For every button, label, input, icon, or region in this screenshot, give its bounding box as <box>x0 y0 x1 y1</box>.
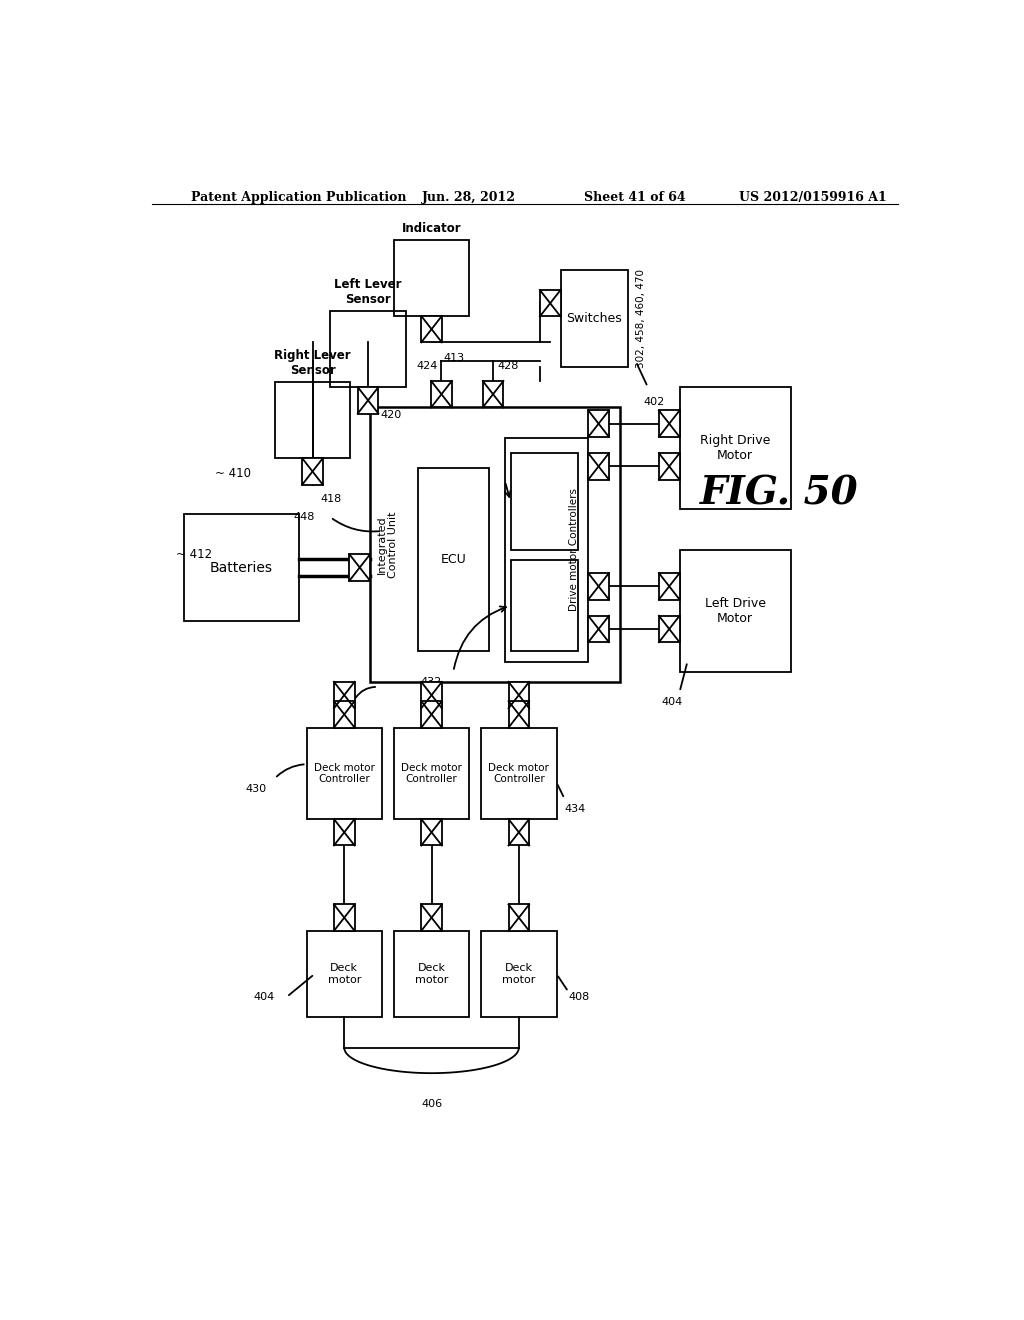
Text: Drive motor Controllers: Drive motor Controllers <box>569 488 579 611</box>
Text: ~ 410: ~ 410 <box>215 467 251 480</box>
Bar <box>306 727 382 818</box>
Bar <box>334 701 354 727</box>
Text: 406: 406 <box>421 1098 442 1109</box>
Text: 418: 418 <box>321 494 342 504</box>
Text: 420: 420 <box>380 411 401 421</box>
Bar <box>349 554 370 581</box>
Text: 428: 428 <box>497 360 518 371</box>
Bar <box>394 240 469 315</box>
Text: Deck
motor: Deck motor <box>328 964 360 985</box>
Text: 302, 458, 460, 470: 302, 458, 460, 470 <box>636 269 646 368</box>
Bar <box>658 573 680 599</box>
Bar <box>306 931 382 1018</box>
Bar <box>511 453 578 549</box>
Bar <box>509 701 529 727</box>
Bar <box>680 387 791 510</box>
Text: 430: 430 <box>246 784 267 793</box>
Bar <box>588 411 609 437</box>
Bar <box>357 387 379 413</box>
Text: US 2012/0159916 A1: US 2012/0159916 A1 <box>739 190 887 203</box>
Text: Sheet 41 of 64: Sheet 41 of 64 <box>585 190 686 203</box>
Bar <box>588 573 609 599</box>
Bar <box>680 549 791 672</box>
Text: Deck motor
Controller: Deck motor Controller <box>313 763 375 784</box>
Bar <box>509 818 529 846</box>
Bar <box>418 469 489 651</box>
Bar <box>588 453 609 479</box>
Text: 402: 402 <box>644 397 666 408</box>
Bar <box>334 818 354 846</box>
Bar <box>421 682 442 709</box>
Bar <box>274 381 350 458</box>
Text: 426: 426 <box>333 702 354 713</box>
Text: Deck
motor: Deck motor <box>415 964 449 985</box>
Bar <box>370 408 621 682</box>
Bar <box>509 904 529 931</box>
Text: 424: 424 <box>416 360 437 371</box>
Bar <box>658 411 680 437</box>
Text: Batteries: Batteries <box>210 561 272 574</box>
Bar <box>394 931 469 1018</box>
Bar <box>540 290 560 317</box>
Bar <box>482 381 504 408</box>
Text: Left Drive
Motor: Left Drive Motor <box>705 597 766 624</box>
Bar <box>588 615 609 643</box>
Text: Patent Application Publication: Patent Application Publication <box>191 190 407 203</box>
Bar <box>505 438 588 661</box>
Text: Left Lever
Sensor: Left Lever Sensor <box>334 277 401 306</box>
Bar <box>334 682 354 709</box>
Text: 448: 448 <box>293 512 314 523</box>
Text: FIG. 50: FIG. 50 <box>699 475 858 512</box>
Text: Right Lever
Sensor: Right Lever Sensor <box>274 348 351 378</box>
Bar <box>481 727 557 818</box>
Bar <box>560 271 628 367</box>
Text: 404: 404 <box>254 991 274 1002</box>
Text: Switches: Switches <box>566 312 623 325</box>
Text: Indicator: Indicator <box>401 222 462 235</box>
Bar <box>509 682 529 709</box>
Text: ECU: ECU <box>440 553 466 566</box>
Bar <box>421 701 442 727</box>
Text: 434: 434 <box>564 804 586 814</box>
Bar <box>394 727 469 818</box>
Text: Integrated
Control Unit: Integrated Control Unit <box>377 511 398 578</box>
Bar <box>183 515 299 620</box>
Bar <box>481 931 557 1018</box>
Text: Jun. 28, 2012: Jun. 28, 2012 <box>422 190 516 203</box>
Text: 432: 432 <box>421 677 442 686</box>
Bar <box>658 453 680 479</box>
Text: Right Drive
Motor: Right Drive Motor <box>700 434 770 462</box>
Text: Deck
motor: Deck motor <box>502 964 536 985</box>
Bar <box>421 315 442 342</box>
Bar <box>334 904 354 931</box>
Text: Deck motor
Controller: Deck motor Controller <box>401 763 462 784</box>
Bar <box>511 560 578 651</box>
Bar <box>658 615 680 643</box>
Bar <box>421 818 442 846</box>
Bar <box>302 458 323 484</box>
Text: 408: 408 <box>568 991 590 1002</box>
Text: ~ 412: ~ 412 <box>176 548 212 561</box>
Bar <box>421 904 442 931</box>
Bar <box>431 381 452 408</box>
Bar <box>331 312 406 387</box>
Text: Deck motor
Controller: Deck motor Controller <box>488 763 549 784</box>
Text: 404: 404 <box>660 697 682 708</box>
Text: 413: 413 <box>443 352 465 363</box>
